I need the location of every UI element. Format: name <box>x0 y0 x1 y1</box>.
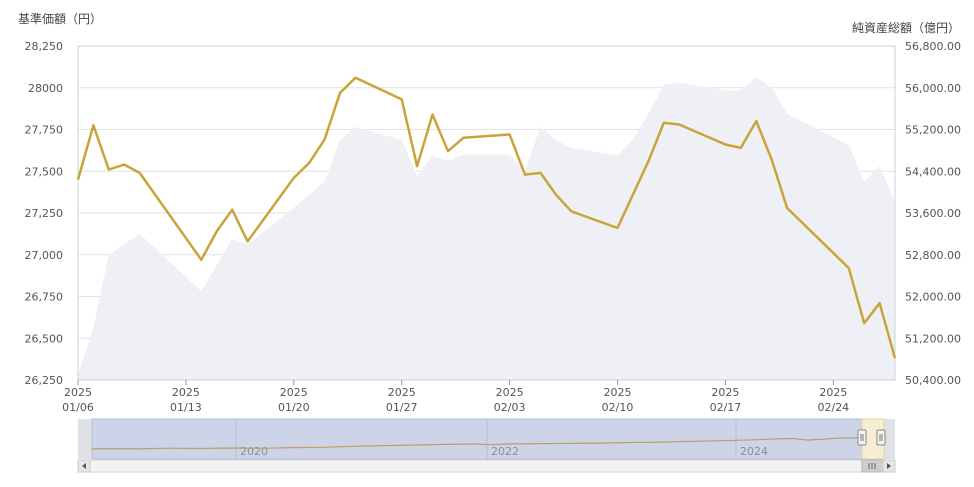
right-tick-label: 54,400.00 <box>905 165 961 178</box>
left-axis-title: 基準価額（円） <box>18 11 102 26</box>
arrow-right-icon <box>887 463 891 469</box>
left-tick-label: 27,000 <box>25 249 64 262</box>
x-tick-year: 2025 <box>280 386 308 399</box>
right-tick-label: 51,200.00 <box>905 332 961 345</box>
plot-border <box>77 45 896 381</box>
x-tick-day: 01/06 <box>62 401 94 414</box>
navigator-history-line <box>91 437 863 450</box>
scroll-left-button[interactable] <box>77 459 91 473</box>
x-tick-year: 2025 <box>388 386 416 399</box>
x-tick-year: 2025 <box>604 386 632 399</box>
x-tick-day: 02/10 <box>602 401 634 414</box>
left-tick-label: 27,250 <box>25 207 64 220</box>
right-tick-label: 52,000.00 <box>905 291 961 304</box>
net-assets-area <box>78 77 895 381</box>
right-tick-label: 52,800.00 <box>905 249 961 262</box>
net-assets-area-path <box>78 77 895 381</box>
right-tick-label: 55,200.00 <box>905 124 961 137</box>
x-tick-year: 2025 <box>496 386 524 399</box>
right-tick-label: 50,400.00 <box>905 374 961 387</box>
x-tick-year: 2025 <box>172 386 200 399</box>
nav-price-line-path <box>76 76 897 359</box>
x-tick-day: 01/27 <box>386 401 418 414</box>
scroll-right-button[interactable] <box>882 459 896 473</box>
left-tick-label: 26,250 <box>25 374 64 387</box>
left-tick-label: 28,250 <box>25 40 64 53</box>
x-axis-ticks: 2025 01/06 2025 01/13 2025 01/20 2025 01/27 2025… <box>62 380 849 414</box>
navigator-year-label: 2024 <box>740 445 768 458</box>
right-tick-label: 53,600.00 <box>905 207 961 220</box>
right-tick-label: 56,000.00 <box>905 82 961 95</box>
right-axis-ticks: 56,800.00 56,000.00 55,200.00 54,400.00 53,6… <box>905 40 961 387</box>
left-tick-label: 26,750 <box>25 291 64 304</box>
right-tick-label: 56,800.00 <box>905 40 961 53</box>
left-tick-label: 27,500 <box>25 165 64 178</box>
x-tick-day: 02/24 <box>817 401 849 414</box>
nav-price-line <box>76 76 897 359</box>
range-navigator[interactable]: 2020 2022 2024 <box>78 418 895 460</box>
left-tick-label: 26,500 <box>25 332 64 345</box>
navigator-year-label: 2022 <box>491 445 519 458</box>
x-tick-day: 02/03 <box>494 401 526 414</box>
arrow-left-icon <box>82 463 86 469</box>
navigator-scrollbar[interactable] <box>77 459 896 473</box>
x-tick-day: 01/20 <box>278 401 310 414</box>
left-tick-label: 28000 <box>28 82 63 95</box>
left-tick-label: 27,750 <box>25 124 64 137</box>
x-tick-year: 2025 <box>64 386 92 399</box>
scrollbar-thumb[interactable] <box>861 459 884 473</box>
x-tick-year: 2025 <box>711 386 739 399</box>
scrollbar-track[interactable] <box>77 459 896 473</box>
left-axis-ticks: 28,250 28000 27,750 27,500 27,250 27,000 26,75… <box>25 40 64 387</box>
x-tick-year: 2025 <box>819 386 847 399</box>
navigator-selected-range[interactable] <box>91 418 863 460</box>
navigator-right-handle[interactable] <box>876 429 886 446</box>
right-axis-title: 純資産総額（億円） <box>852 20 960 35</box>
x-tick-day: 01/13 <box>170 401 202 414</box>
x-tick-day: 02/17 <box>710 401 742 414</box>
navigator-left-handle[interactable] <box>857 429 867 446</box>
navigator-year-label: 2020 <box>240 445 268 458</box>
